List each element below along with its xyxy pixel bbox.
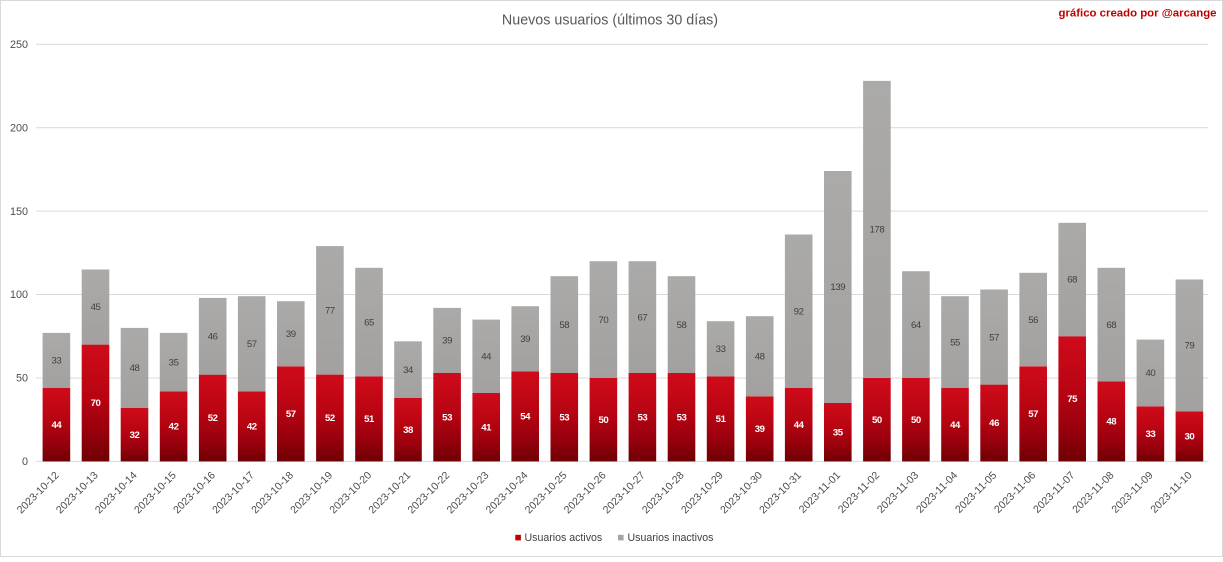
svg-text:92: 92 bbox=[794, 306, 804, 317]
svg-text:30: 30 bbox=[1184, 432, 1194, 443]
svg-text:33: 33 bbox=[51, 356, 61, 367]
svg-text:57: 57 bbox=[286, 409, 296, 420]
svg-text:32: 32 bbox=[130, 430, 140, 441]
svg-text:50: 50 bbox=[598, 415, 608, 426]
svg-text:40: 40 bbox=[1145, 368, 1155, 379]
svg-text:57: 57 bbox=[247, 339, 257, 350]
svg-text:Usuarios inactivos: Usuarios inactivos bbox=[628, 532, 714, 544]
svg-text:46: 46 bbox=[989, 418, 999, 429]
svg-text:55: 55 bbox=[950, 337, 960, 348]
svg-text:39: 39 bbox=[442, 336, 452, 347]
svg-text:46: 46 bbox=[208, 331, 218, 342]
svg-text:44: 44 bbox=[51, 420, 62, 431]
svg-text:48: 48 bbox=[130, 363, 140, 374]
svg-text:50: 50 bbox=[16, 373, 28, 385]
svg-text:54: 54 bbox=[520, 412, 531, 423]
svg-text:42: 42 bbox=[169, 422, 179, 433]
svg-text:67: 67 bbox=[637, 312, 647, 323]
svg-text:58: 58 bbox=[559, 320, 569, 331]
svg-text:65: 65 bbox=[364, 317, 374, 328]
svg-text:68: 68 bbox=[1106, 320, 1116, 331]
svg-text:Usuarios activos: Usuarios activos bbox=[525, 532, 603, 544]
svg-text:38: 38 bbox=[403, 425, 414, 436]
svg-text:53: 53 bbox=[677, 412, 687, 423]
svg-text:42: 42 bbox=[247, 422, 257, 433]
svg-text:39: 39 bbox=[286, 329, 296, 340]
svg-text:44: 44 bbox=[481, 352, 492, 363]
svg-text:41: 41 bbox=[481, 422, 492, 433]
svg-text:150: 150 bbox=[10, 206, 28, 218]
svg-text:70: 70 bbox=[598, 315, 608, 326]
svg-text:35: 35 bbox=[833, 427, 844, 438]
svg-text:52: 52 bbox=[325, 413, 335, 424]
svg-text:100: 100 bbox=[10, 289, 28, 301]
svg-text:35: 35 bbox=[169, 357, 179, 368]
svg-text:250: 250 bbox=[10, 39, 28, 51]
svg-text:33: 33 bbox=[716, 344, 726, 355]
svg-text:57: 57 bbox=[1028, 409, 1038, 420]
svg-text:68: 68 bbox=[1067, 275, 1077, 286]
svg-text:45: 45 bbox=[91, 302, 101, 313]
svg-text:gráfico creado por @arcange: gráfico creado por @arcange bbox=[1059, 8, 1217, 20]
svg-text:51: 51 bbox=[364, 414, 375, 425]
svg-text:48: 48 bbox=[755, 352, 765, 363]
svg-text:44: 44 bbox=[950, 420, 961, 431]
svg-text:53: 53 bbox=[559, 412, 569, 423]
svg-text:200: 200 bbox=[10, 122, 28, 134]
svg-text:50: 50 bbox=[911, 415, 921, 426]
svg-text:77: 77 bbox=[325, 306, 335, 317]
svg-text:51: 51 bbox=[716, 414, 727, 425]
svg-text:79: 79 bbox=[1184, 341, 1194, 352]
svg-text:48: 48 bbox=[1106, 417, 1117, 428]
svg-text:39: 39 bbox=[755, 424, 765, 435]
svg-text:178: 178 bbox=[869, 225, 884, 236]
svg-text:Nuevos usuarios (últimos 30 dí: Nuevos usuarios (últimos 30 días) bbox=[502, 13, 718, 29]
svg-text:75: 75 bbox=[1067, 394, 1078, 405]
svg-text:56: 56 bbox=[1028, 315, 1038, 326]
svg-text:34: 34 bbox=[403, 365, 414, 376]
svg-text:70: 70 bbox=[91, 398, 101, 409]
svg-text:33: 33 bbox=[1145, 429, 1155, 440]
svg-text:58: 58 bbox=[677, 320, 687, 331]
svg-text:64: 64 bbox=[911, 320, 922, 331]
svg-text:52: 52 bbox=[208, 413, 218, 424]
svg-text:39: 39 bbox=[520, 334, 530, 345]
svg-text:53: 53 bbox=[637, 412, 647, 423]
svg-text:44: 44 bbox=[794, 420, 805, 431]
svg-text:0: 0 bbox=[22, 456, 28, 468]
svg-text:57: 57 bbox=[989, 332, 999, 343]
svg-text:50: 50 bbox=[872, 415, 882, 426]
svg-text:53: 53 bbox=[442, 412, 452, 423]
svg-text:139: 139 bbox=[830, 282, 845, 293]
